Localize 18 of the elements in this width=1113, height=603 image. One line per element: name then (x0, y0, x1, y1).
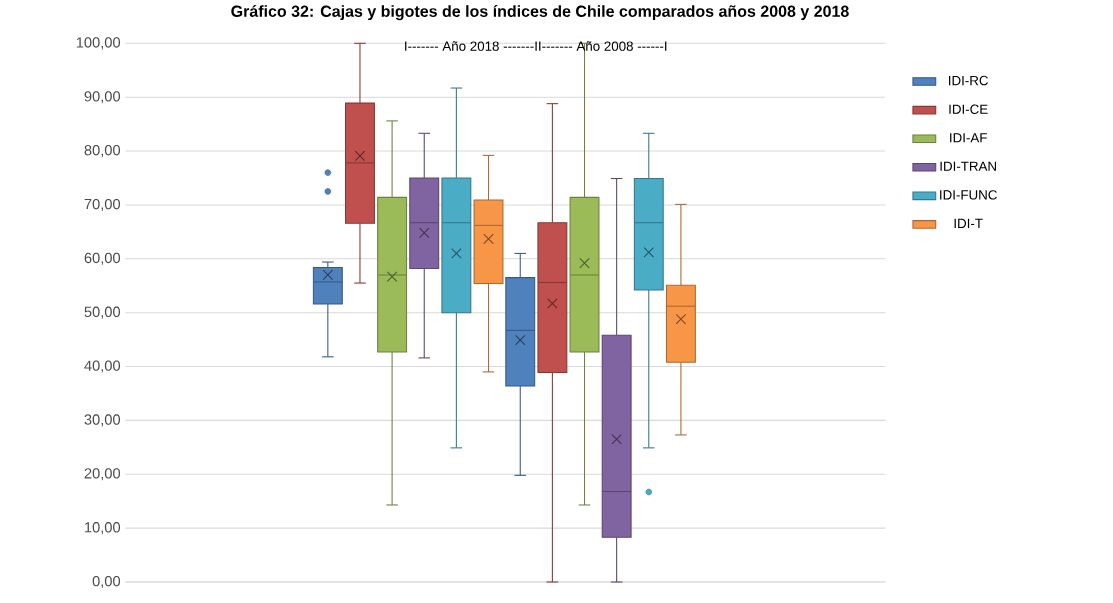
y-tick-label: 90,00 (84, 91, 121, 104)
y-tick-label: 0,00 (92, 575, 121, 589)
y-tick-label: 20,00 (84, 468, 121, 481)
y-tick-label: 60,00 (84, 252, 121, 265)
chart-title: Gráfico 32: Cajas y bigotes de los índices de Chile comparados años 2008 y 2018 (231, 5, 849, 21)
legend-label: IDI-CE (949, 104, 988, 114)
y-tick-label: 30,00 (84, 414, 121, 427)
y-tick-label: 70,00 (84, 198, 121, 211)
y-tick-label: 100,00 (76, 37, 121, 50)
legend-label: IDI-TRAN (940, 161, 996, 171)
legend-label: IDI-FUNC (940, 190, 997, 200)
y-tick-label: 40,00 (84, 360, 121, 373)
y-tick-label: 10,00 (85, 522, 121, 535)
y-tick-label: 80,00 (84, 145, 121, 158)
legend-label: IDI-T (954, 218, 983, 228)
legend-label: IDI-AF (950, 133, 987, 143)
y-tick-label: 50,00 (84, 306, 121, 319)
legend-label: IDI-RC (949, 75, 989, 86)
